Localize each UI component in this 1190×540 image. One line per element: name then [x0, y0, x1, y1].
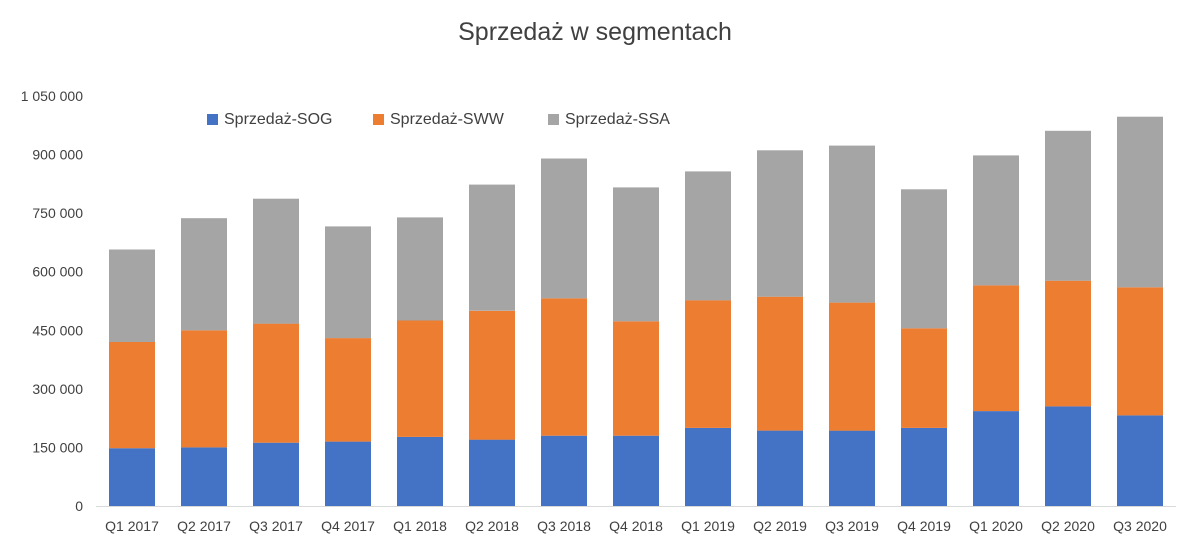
- y-tick-label: 450 000: [32, 322, 83, 338]
- bar-sprzeda-sww-q4-2017: [325, 338, 371, 442]
- bars-group: [109, 116, 1163, 506]
- bar-sprzeda-ssa-q4-2017: [325, 226, 371, 339]
- y-tick-label: 1 050 000: [21, 88, 83, 104]
- x-tick-label: Q1 2020: [969, 518, 1023, 534]
- x-tick-label: Q2 2020: [1041, 518, 1095, 534]
- bar-sprzeda-sog-q3-2019: [829, 430, 875, 506]
- bar-sprzeda-ssa-q2-2019: [757, 150, 803, 297]
- x-tick-label: Q2 2017: [177, 518, 231, 534]
- bar-sprzeda-sww-q4-2019: [901, 328, 947, 428]
- x-tick-label: Q2 2018: [465, 518, 519, 534]
- x-tick-label: Q2 2019: [753, 518, 807, 534]
- y-tick-label: 600 000: [32, 264, 83, 280]
- bar-sprzeda-sww-q2-2020: [1045, 280, 1091, 407]
- bar-sprzeda-sww-q3-2019: [829, 302, 875, 431]
- bar-sprzeda-sog-q3-2017: [253, 442, 299, 506]
- bar-sprzeda-sww-q3-2017: [253, 323, 299, 443]
- bar-sprzeda-sog-q1-2017: [109, 448, 155, 506]
- bar-sprzeda-sww-q4-2018: [613, 321, 659, 436]
- y-tick-label: 300 000: [32, 381, 83, 397]
- bar-sprzeda-sog-q2-2017: [181, 447, 227, 506]
- bar-sprzeda-sww-q1-2020: [973, 285, 1019, 412]
- bar-sprzeda-sog-q2-2018: [469, 439, 515, 506]
- bar-sprzeda-sww-q2-2018: [469, 310, 515, 440]
- legend: Sprzedaż-SOG Sprzedaż-SWW Sprzedaż-SSA: [207, 111, 670, 128]
- bar-sprzeda-sww-q3-2020: [1117, 287, 1163, 416]
- legend-label: Sprzedaż-SOG: [224, 111, 332, 128]
- bar-sprzeda-sog-q3-2018: [541, 435, 587, 506]
- chart-title: Sprzedaż w segmentach: [458, 18, 732, 46]
- bar-sprzeda-ssa-q1-2020: [973, 155, 1019, 286]
- x-tick-label: Q1 2018: [393, 518, 447, 534]
- bar-sprzeda-ssa-q2-2020: [1045, 130, 1091, 281]
- legend-swatch: [548, 114, 559, 125]
- y-axis: 0 150 000 300 000 450 000 600 000 750 000 900 …: [21, 88, 84, 514]
- bar-sprzeda-sww-q2-2017: [181, 330, 227, 448]
- legend-label: Sprzedaż-SWW: [390, 111, 505, 128]
- bar-sprzeda-sog-q3-2020: [1117, 415, 1163, 506]
- x-tick-label: Q3 2018: [537, 518, 591, 534]
- x-tick-label: Q3 2020: [1113, 518, 1167, 534]
- bar-sprzeda-sww-q3-2018: [541, 298, 587, 436]
- bar-sprzeda-sog-q4-2018: [613, 435, 659, 506]
- legend-label: Sprzedaż-SSA: [565, 111, 670, 128]
- bar-sprzeda-ssa-q3-2020: [1117, 116, 1163, 288]
- x-tick-label: Q4 2018: [609, 518, 663, 534]
- bar-sprzeda-sog-q4-2019: [901, 427, 947, 506]
- legend-swatch: [207, 114, 218, 125]
- x-axis: Q1 2017 Q2 2017 Q3 2017 Q4 2017 Q1 2018 Q2 20…: [96, 506, 1176, 534]
- bar-sprzeda-sog-q1-2020: [973, 411, 1019, 506]
- bar-sprzeda-sog-q4-2017: [325, 441, 371, 506]
- bar-sprzeda-sww-q1-2019: [685, 300, 731, 428]
- x-tick-label: Q4 2019: [897, 518, 951, 534]
- bar-sprzeda-ssa-q2-2018: [469, 184, 515, 311]
- legend-swatch: [373, 114, 384, 125]
- bar-sprzeda-ssa-q1-2018: [397, 217, 443, 321]
- x-tick-label: Q1 2019: [681, 518, 735, 534]
- x-tick-label: Q3 2019: [825, 518, 879, 534]
- bar-sprzeda-sog-q2-2019: [757, 430, 803, 506]
- y-tick-label: 150 000: [32, 439, 83, 455]
- bar-sprzeda-sog-q1-2018: [397, 436, 443, 506]
- bar-sprzeda-ssa-q3-2018: [541, 158, 587, 299]
- x-tick-label: Q1 2017: [105, 518, 159, 534]
- y-tick-label: 0: [75, 498, 83, 514]
- x-tick-label: Q4 2017: [321, 518, 375, 534]
- bar-sprzeda-ssa-q3-2019: [829, 145, 875, 303]
- bar-sprzeda-ssa-q2-2017: [181, 218, 227, 331]
- bar-sprzeda-sog-q2-2020: [1045, 406, 1091, 506]
- bar-sprzeda-sog-q1-2019: [685, 427, 731, 506]
- bar-sprzeda-ssa-q1-2019: [685, 171, 731, 301]
- bar-sprzeda-sww-q2-2019: [757, 296, 803, 431]
- bar-sprzeda-ssa-q3-2017: [253, 198, 299, 324]
- bar-sprzeda-sww-q1-2018: [397, 320, 443, 437]
- bar-sprzeda-ssa-q4-2018: [613, 187, 659, 322]
- x-tick-label: Q3 2017: [249, 518, 303, 534]
- bar-sprzeda-ssa-q4-2019: [901, 189, 947, 329]
- y-tick-label: 900 000: [32, 147, 83, 163]
- y-tick-label: 750 000: [32, 205, 83, 221]
- bar-sprzeda-sww-q1-2017: [109, 342, 155, 449]
- bar-sprzeda-ssa-q1-2017: [109, 249, 155, 342]
